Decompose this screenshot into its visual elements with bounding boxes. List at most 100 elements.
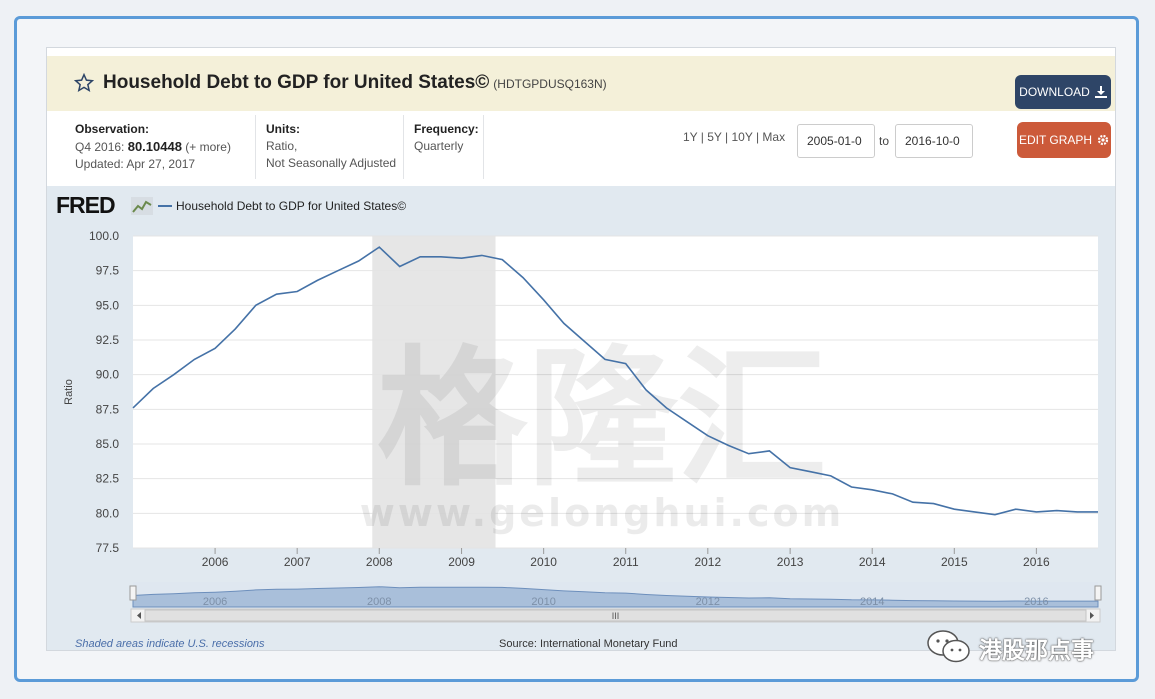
data-point — [727, 444, 730, 447]
data-point — [665, 406, 668, 409]
legend-entry: Household Debt to GDP for United States© — [176, 199, 407, 213]
observation-value: 80.10448 — [127, 139, 182, 154]
scrollbar-grip: III — [612, 611, 620, 621]
recession-note: Shaded areas indicate U.S. recessions — [75, 638, 265, 650]
edit-graph-button[interactable]: EDIT GRAPH — [1017, 122, 1111, 158]
legend-line — [158, 205, 172, 207]
y-axis-label: Ratio — [63, 379, 75, 405]
data-point — [953, 508, 956, 511]
data-point — [993, 513, 996, 516]
units-block: Units: Ratio, Not Seasonally Adjusted — [255, 115, 396, 179]
observation-label: Observation: — [75, 122, 150, 136]
units-line1: Ratio, — [266, 139, 298, 153]
y-tick-label: 77.5 — [96, 541, 120, 555]
navigator-label: 2016 — [1024, 596, 1048, 608]
observation-period: Q4 2016: — [75, 140, 125, 154]
end-date-input[interactable] — [895, 124, 973, 158]
units-line2: Not Seasonally Adjusted — [266, 156, 397, 170]
download-label: DOWNLOAD — [1019, 85, 1090, 99]
data-point — [911, 501, 914, 504]
data-point — [398, 265, 401, 268]
x-tick-label: 2015 — [941, 555, 968, 569]
y-tick-label: 85.0 — [96, 437, 120, 451]
y-tick-label: 100.0 — [89, 229, 119, 243]
x-tick-label: 2006 — [202, 555, 229, 569]
navigator-label: 2014 — [860, 596, 884, 608]
scrollbar-thumb — [144, 609, 1087, 622]
data-point — [336, 269, 339, 272]
data-point — [378, 245, 381, 248]
scroll-right-arrow-icon — [1090, 612, 1094, 619]
data-point — [131, 406, 134, 409]
x-tick-label: 2011 — [613, 555, 639, 569]
data-point — [891, 492, 894, 495]
data-point — [1014, 508, 1017, 511]
x-tick-label: 2010 — [530, 555, 557, 569]
y-tick-label: 82.5 — [96, 472, 120, 486]
start-date-input[interactable] — [797, 124, 875, 158]
series-line — [132, 246, 1098, 516]
data-point — [542, 298, 545, 301]
watermark-account: 港股那点事 — [979, 637, 1094, 663]
y-tick-label: 90.0 — [96, 368, 120, 382]
frequency-label: Frequency: — [414, 122, 479, 136]
units-label: Units: — [266, 122, 300, 136]
data-point — [706, 434, 709, 437]
scroll-left-arrow-icon — [137, 612, 141, 619]
data-point — [768, 449, 771, 452]
data-point — [789, 466, 792, 469]
series-id: (HDTGPDUSQ163N) — [493, 77, 607, 91]
data-point — [644, 388, 647, 391]
data-point — [1055, 509, 1058, 512]
data-point — [296, 290, 299, 293]
x-tick-label: 2012 — [694, 555, 721, 569]
fred-logo-chart-icon — [131, 197, 153, 215]
download-button[interactable]: DOWNLOAD — [1015, 75, 1111, 109]
y-tick-label: 95.0 — [96, 298, 120, 312]
data-point — [152, 387, 155, 390]
watermark-chinese: 格隆汇 — [377, 333, 827, 507]
updated-date: Updated: Apr 27, 2017 — [75, 157, 196, 171]
meta-divider — [483, 115, 484, 179]
data-point — [871, 488, 874, 491]
watermark-url: www.gelonghui.com — [360, 491, 844, 535]
recession-shading — [372, 236, 496, 548]
range-links[interactable]: 1Y | 5Y | 10Y | Max — [683, 130, 786, 144]
data-point — [439, 255, 442, 258]
wechat-icon — [927, 630, 970, 663]
graph-area: FRED Household Debt to GDP for United St… — [47, 186, 1116, 651]
navigator-label: 2008 — [367, 596, 391, 608]
data-point — [562, 322, 565, 325]
navigator-right-handle — [1094, 585, 1102, 601]
chart[interactable]: 100.0 97.5 95.0 92.5 90.0 87.5 85.0 82.5 80.0 77.… — [47, 186, 1116, 651]
y-tick-label: 97.5 — [96, 264, 120, 278]
navigator-label: 2012 — [696, 596, 720, 608]
star-icon[interactable] — [74, 73, 94, 93]
data-point — [1076, 510, 1079, 513]
observation-block: Observation: Q4 2016: 80.10448 (+ more) … — [75, 121, 231, 173]
x-tick-label: 2016 — [1023, 555, 1050, 569]
data-point — [254, 304, 257, 307]
x-tick-label: 2008 — [366, 555, 393, 569]
fred-panel: Household Debt to GDP for United States©… — [46, 47, 1116, 651]
data-point — [932, 502, 935, 505]
data-point — [480, 254, 483, 257]
data-point — [213, 347, 216, 350]
data-point — [809, 470, 812, 473]
more-link[interactable]: (+ more) — [185, 140, 231, 154]
data-point — [172, 373, 175, 376]
page-title: Household Debt to GDP for United States©… — [103, 72, 607, 94]
data-point — [603, 358, 606, 361]
gear-icon — [1097, 134, 1109, 146]
data-point — [1035, 510, 1038, 513]
frequency-value: Quarterly — [414, 139, 464, 153]
to-label: to — [879, 134, 890, 148]
data-point — [357, 259, 360, 262]
x-tick-label: 2014 — [859, 555, 886, 569]
data-point — [1096, 510, 1099, 513]
navigator-label: 2010 — [531, 596, 555, 608]
data-point — [624, 362, 627, 365]
series-title: Household Debt to GDP for United States© — [103, 72, 490, 93]
y-tick-label: 92.5 — [96, 333, 120, 347]
x-tick-label: 2009 — [448, 555, 475, 569]
